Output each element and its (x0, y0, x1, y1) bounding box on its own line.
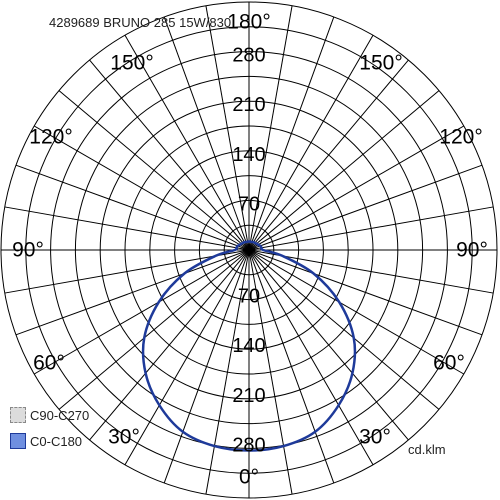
grid-spoke (248, 206, 494, 251)
angle-label-10: 30° (359, 426, 391, 449)
grid-spoke (205, 249, 250, 495)
units-label: cd.klm (408, 442, 446, 457)
angle-label-9: 30° (108, 426, 140, 449)
grid-spoke (4, 249, 250, 294)
grid-spoke (33, 249, 250, 375)
grid-spoke (4, 206, 250, 251)
angle-label-8: 60° (433, 352, 465, 375)
grid-spoke (89, 59, 250, 251)
grid-spoke (15, 164, 250, 251)
legend-label-c0-c180: C0-C180 (30, 433, 83, 449)
series-curve-c0-c180 (141, 240, 357, 452)
legend-item-c90-c270: C90-C270 (10, 407, 89, 423)
grid-spoke (163, 249, 250, 484)
angle-label-11: 0° (239, 466, 259, 489)
intensity-curves (141, 240, 357, 452)
legend-item-c0-c180: C0-C180 (10, 433, 82, 449)
angle-label-3: 120° (29, 126, 72, 149)
grid-spoke (248, 249, 440, 410)
angle-label-4: 120° (439, 126, 482, 149)
grid-spoke (248, 125, 465, 251)
grid-spoke (248, 59, 409, 251)
grid-spoke (248, 5, 293, 251)
radial-label-top-140: 140 (232, 144, 265, 166)
grid-spoke (248, 249, 494, 294)
axis-labels: 70 70 140 140 210 210 280 280 180° 150° 150° 120° 12… (12, 11, 488, 489)
legend-label-c90-c270: C90-C270 (30, 407, 90, 423)
grid-spoke (124, 249, 250, 466)
grid-spoke (248, 249, 293, 495)
angle-label-6: 90° (456, 239, 488, 262)
grid-spoke (124, 34, 250, 251)
radial-label-top-280: 280 (232, 45, 265, 67)
angle-label-1: 150° (110, 52, 153, 75)
angle-label-7: 60° (33, 352, 65, 375)
radial-label-top-210: 210 (232, 94, 265, 116)
radial-label-bottom-210: 210 (232, 385, 265, 407)
grid-spoke (58, 249, 250, 410)
grid-spoke (33, 125, 250, 251)
chart-title: 4289689 BRUNO 285 15W/830 (49, 15, 232, 30)
legend-swatch-c0-c180 (10, 433, 26, 449)
angle-label-0: 180° (227, 11, 270, 34)
grid-spoke (205, 5, 250, 251)
grid-spoke (248, 16, 335, 251)
grid-spoke (248, 90, 440, 251)
grid-spoke (248, 249, 409, 441)
radial-label-bottom-70: 70 (238, 286, 260, 308)
grid-spoke (163, 16, 250, 251)
grid-spoke (248, 249, 465, 375)
grid-spoke (248, 249, 335, 484)
angle-label-5: 90° (12, 239, 44, 262)
grid-spoke (248, 164, 483, 251)
angle-label-2: 150° (359, 52, 402, 75)
grid-spoke (58, 90, 250, 251)
grid-spoke (15, 249, 250, 336)
radial-label-bottom-280: 280 (232, 434, 265, 456)
grid-spoke (248, 249, 483, 336)
radial-label-bottom-140: 140 (232, 335, 265, 357)
grid-spoke (248, 249, 374, 466)
radial-label-top-70: 70 (238, 193, 260, 215)
grid-spoke (248, 34, 374, 251)
grid-spoke (89, 249, 250, 441)
legend-swatch-c90-c270 (10, 407, 26, 423)
